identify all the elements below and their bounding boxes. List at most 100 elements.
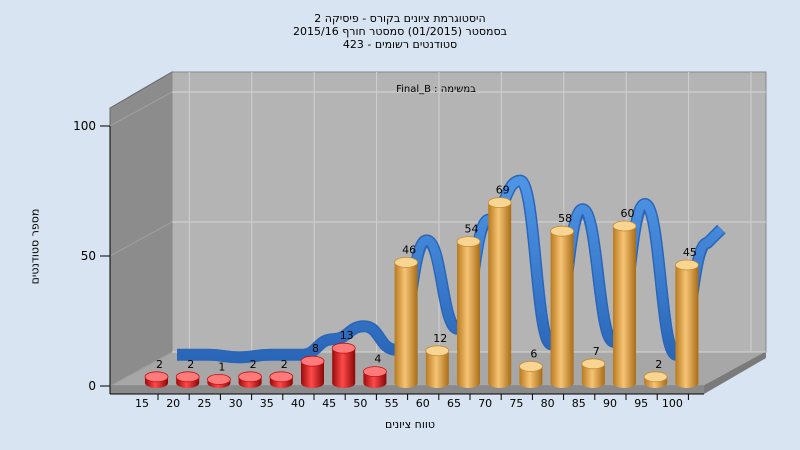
x-tick-label: 15	[135, 397, 149, 410]
bar-top	[581, 358, 606, 370]
bar-top	[362, 366, 387, 378]
floor-edge	[110, 386, 704, 394]
bar-top	[206, 373, 231, 385]
x-tick-label: 95	[634, 397, 648, 410]
gridline-side	[109, 221, 173, 257]
bar: 60	[612, 207, 637, 388]
bar-body	[613, 226, 636, 383]
bar-top	[643, 371, 668, 383]
x-tick-label: 70	[478, 397, 492, 410]
x-tick-label: 80	[541, 397, 555, 410]
bar: 2	[269, 358, 294, 388]
bar: 8	[300, 342, 325, 388]
y-axis-label: מספר סטודנטים	[28, 208, 42, 285]
bar-top	[425, 345, 450, 357]
bar: 2	[175, 358, 200, 388]
bar-body	[581, 363, 605, 383]
chart-title-line-2: בסמסטר (01/2015) סמסטר חורף 2015/16	[293, 25, 507, 38]
side-wall	[109, 71, 173, 387]
y-tick-label: 100	[73, 119, 96, 133]
data-label: 13	[340, 329, 354, 342]
y-tick-label: 0	[88, 379, 96, 393]
x-tick-label: 30	[229, 397, 243, 410]
bar-top	[456, 236, 481, 248]
bar: 6	[519, 347, 543, 388]
data-label: 45	[683, 246, 697, 259]
bar-top	[238, 371, 263, 383]
bar-body	[301, 361, 324, 383]
x-tick-label: 65	[447, 397, 461, 410]
x-tick-label: 40	[291, 397, 305, 410]
bar-body	[488, 202, 512, 383]
bar-top	[300, 355, 325, 367]
bar: 46	[394, 243, 419, 388]
x-tick-label: 75	[509, 397, 523, 410]
data-label: 6	[530, 347, 537, 360]
bar-body	[332, 348, 356, 383]
bar-body	[363, 371, 387, 383]
bar-top	[612, 220, 637, 232]
x-tick-label: 85	[572, 397, 586, 410]
x-tick-label: 35	[260, 397, 274, 410]
y-tick-label: 50	[81, 249, 96, 263]
data-label: 7	[593, 345, 600, 358]
data-label: 1	[218, 360, 225, 373]
data-label: 58	[558, 212, 572, 225]
bar-top	[550, 225, 574, 237]
bar: 2	[144, 358, 169, 388]
x-axis-label: טווח ציונים	[385, 418, 435, 431]
x-tick-label: 45	[322, 397, 336, 410]
data-label: 2	[250, 358, 257, 371]
bar: 58	[550, 212, 574, 388]
x-tick-label: 25	[197, 397, 211, 410]
floor-side-edge	[704, 352, 766, 394]
data-label: 2	[655, 358, 662, 371]
bar-top	[394, 256, 419, 268]
data-label: 8	[312, 342, 319, 355]
bar-body	[457, 241, 480, 383]
bar: 13	[331, 329, 356, 388]
x-tick-label: 100	[662, 397, 683, 410]
bar-body	[425, 350, 449, 383]
bar: 69	[487, 184, 512, 388]
bar: 2	[643, 358, 668, 388]
bar: 45	[675, 246, 699, 388]
bar: 2	[238, 358, 263, 388]
bar: 1	[206, 360, 231, 388]
bar-top	[269, 371, 294, 383]
data-label: 2	[156, 358, 163, 371]
bar-top	[519, 360, 543, 372]
x-tick-label: 55	[385, 397, 399, 410]
data-label: 12	[433, 332, 447, 345]
data-label: 4	[374, 353, 381, 366]
data-label: 46	[402, 243, 416, 256]
chart-title-line-3: סטודנטים רשומים - 423	[342, 38, 458, 51]
bar-body	[675, 265, 699, 383]
bar: 12	[425, 332, 450, 388]
annotation-label: Final_B : במשימה	[396, 84, 476, 95]
gridline-side	[109, 91, 173, 127]
bar: 7	[581, 345, 606, 388]
bar: 54	[456, 223, 481, 388]
bar-body	[550, 231, 574, 383]
bar-top	[331, 342, 356, 354]
data-label: 69	[496, 184, 510, 197]
bar: 4	[362, 353, 387, 388]
bar-top	[487, 197, 512, 209]
bar-top	[675, 259, 699, 271]
bar-top	[144, 371, 169, 383]
data-label: 60	[621, 207, 635, 220]
x-tick-label: 60	[416, 397, 430, 410]
bar-top	[175, 371, 200, 383]
bar-body	[394, 262, 418, 383]
chart-title-line-1: היסטוגרמת ציונים בקורס - פיסיקה 2	[314, 12, 486, 25]
x-tick-label: 20	[166, 397, 180, 410]
gridline-side	[109, 351, 173, 387]
x-tick-label: 50	[353, 397, 367, 410]
data-label: 2	[281, 358, 288, 371]
data-label: 2	[187, 358, 194, 371]
x-tick-label: 90	[603, 397, 617, 410]
data-label: 54	[465, 223, 479, 236]
